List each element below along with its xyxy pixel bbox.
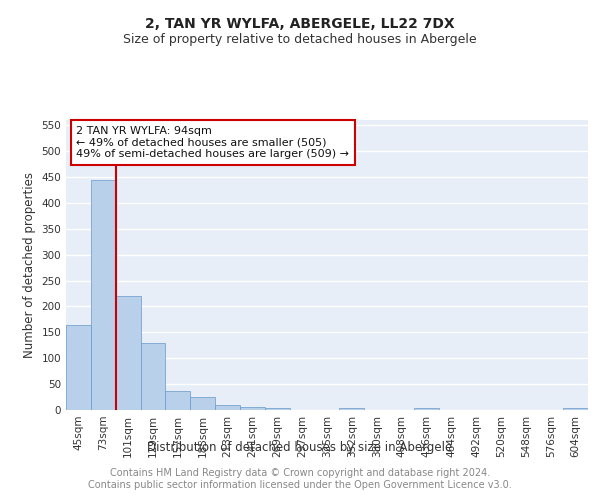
Bar xyxy=(166,392,190,410)
Bar xyxy=(215,405,240,410)
Bar xyxy=(340,408,364,410)
Text: 2, TAN YR WYLFA, ABERGELE, LL22 7DX: 2, TAN YR WYLFA, ABERGELE, LL22 7DX xyxy=(145,18,455,32)
Bar xyxy=(414,408,439,410)
Text: 2 TAN YR WYLFA: 94sqm
← 49% of detached houses are smaller (505)
49% of semi-det: 2 TAN YR WYLFA: 94sqm ← 49% of detached … xyxy=(76,126,349,159)
Text: Contains public sector information licensed under the Open Government Licence v3: Contains public sector information licen… xyxy=(88,480,512,490)
Text: Distribution of detached houses by size in Abergele: Distribution of detached houses by size … xyxy=(148,441,452,454)
Text: Contains HM Land Registry data © Crown copyright and database right 2024.: Contains HM Land Registry data © Crown c… xyxy=(110,468,490,477)
Bar xyxy=(66,324,91,410)
Text: Size of property relative to detached houses in Abergele: Size of property relative to detached ho… xyxy=(123,32,477,46)
Bar xyxy=(563,408,588,410)
Bar xyxy=(140,342,166,410)
Bar xyxy=(91,180,116,410)
Bar xyxy=(240,408,265,410)
Bar xyxy=(116,296,140,410)
Y-axis label: Number of detached properties: Number of detached properties xyxy=(23,172,36,358)
Bar xyxy=(190,397,215,410)
Bar xyxy=(265,408,290,410)
